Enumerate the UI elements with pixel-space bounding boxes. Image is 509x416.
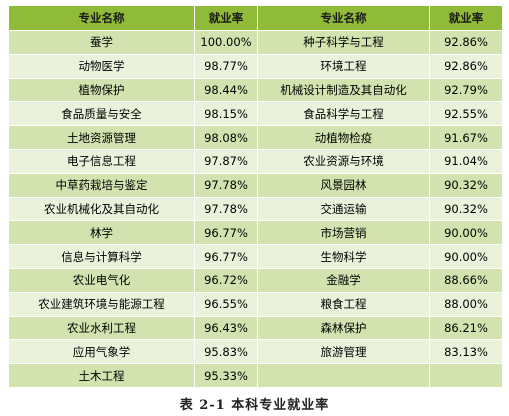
major-name-cell: 生物科学 (257, 244, 430, 269)
rate-cell: 91.67% (429, 125, 503, 150)
table-row: 农业水利工程 96.43% 森林保护 86.21% (8, 315, 503, 341)
rate-cell: 92.55% (429, 101, 503, 127)
rate-cell: 96.72% (194, 267, 258, 293)
employment-rate-table-container: 专业名称 就业率 专业名称 就业率 蚕学 100.00% 种子科学与工程 92.… (8, 5, 503, 388)
rate-cell: 96.77% (194, 220, 258, 246)
major-name-cell: 交通运输 (257, 196, 430, 222)
rate-cell: 90.32% (429, 172, 503, 198)
major-name-cell: 蚕学 (8, 30, 195, 55)
rate-cell: 92.79% (429, 77, 503, 103)
employment-rate-table: 专业名称 就业率 专业名称 就业率 蚕学 100.00% 种子科学与工程 92.… (8, 5, 503, 388)
major-name-cell: 种子科学与工程 (257, 30, 430, 55)
rate-cell: 90.00% (429, 220, 503, 246)
major-name-cell: 植物保护 (8, 77, 195, 103)
table-row: 土木工程 95.33% (8, 363, 503, 388)
major-name-cell: 农业电气化 (8, 267, 195, 293)
major-name-cell: 动物医学 (8, 53, 195, 79)
rate-cell: 96.55% (194, 291, 258, 317)
rate-cell: 95.33% (194, 363, 258, 388)
rate-cell: 98.44% (194, 77, 258, 103)
rate-cell: 96.43% (194, 315, 258, 341)
rate-cell: 86.21% (429, 315, 503, 341)
rate-cell: 88.66% (429, 267, 503, 293)
rate-cell: 97.78% (194, 172, 258, 198)
header-employment-rate-right: 就业率 (429, 5, 503, 31)
major-name-cell: 森林保护 (257, 315, 430, 341)
major-name-cell: 农业水利工程 (8, 315, 195, 341)
rate-cell: 90.00% (429, 244, 503, 269)
rate-cell: 92.86% (429, 30, 503, 55)
major-name-cell: 食品质量与安全 (8, 101, 195, 127)
major-name-cell: 旅游管理 (257, 339, 430, 365)
table-row: 农业建筑环境与能源工程 96.55% 粮食工程 88.00% (8, 291, 503, 317)
table-body: 蚕学 100.00% 种子科学与工程 92.86% 动物医学 98.77% 环境… (8, 30, 503, 388)
table-row: 蚕学 100.00% 种子科学与工程 92.86% (8, 30, 503, 55)
major-name-cell: 环境工程 (257, 53, 430, 79)
table-row: 信息与计算科学 96.77% 生物科学 90.00% (8, 244, 503, 269)
major-name-cell: 土地资源管理 (8, 125, 195, 150)
rate-cell: 88.00% (429, 291, 503, 317)
major-name-cell: 农业资源与环境 (257, 148, 430, 174)
major-name-cell: 农业机械化及其自动化 (8, 196, 195, 222)
table-row: 食品质量与安全 98.15% 食品科学与工程 92.55% (8, 101, 503, 127)
rate-cell: 98.15% (194, 101, 258, 127)
rate-cell: 83.13% (429, 339, 503, 365)
table-row: 农业机械化及其自动化 97.78% 交通运输 90.32% (8, 196, 503, 222)
major-name-cell: 机械设计制造及其自动化 (257, 77, 430, 103)
header-major-name-right: 专业名称 (257, 5, 430, 31)
table-row: 中草药栽培与鉴定 97.78% 风景园林 90.32% (8, 172, 503, 198)
table-row: 动物医学 98.77% 环境工程 92.86% (8, 53, 503, 79)
rate-cell: 98.08% (194, 125, 258, 150)
table-row: 电子信息工程 97.87% 农业资源与环境 91.04% (8, 148, 503, 174)
rate-cell: 92.86% (429, 53, 503, 79)
rate-cell: 90.32% (429, 196, 503, 222)
header-employment-rate-left: 就业率 (194, 5, 258, 31)
major-name-cell: 应用气象学 (8, 339, 195, 365)
rate-cell: 95.83% (194, 339, 258, 365)
major-name-cell: 土木工程 (8, 363, 195, 388)
major-name-cell: 农业建筑环境与能源工程 (8, 291, 195, 317)
major-name-cell: 中草药栽培与鉴定 (8, 172, 195, 198)
rate-cell: 100.00% (194, 30, 258, 55)
table-header-row: 专业名称 就业率 专业名称 就业率 (8, 5, 503, 31)
major-name-cell (257, 363, 430, 388)
major-name-cell: 信息与计算科学 (8, 244, 195, 269)
table-row: 应用气象学 95.83% 旅游管理 83.13% (8, 339, 503, 365)
major-name-cell: 粮食工程 (257, 291, 430, 317)
table-row: 农业电气化 96.72% 金融学 88.66% (8, 267, 503, 293)
major-name-cell: 林学 (8, 220, 195, 246)
rate-cell: 91.04% (429, 148, 503, 174)
table-caption: 表 2-1 本科专业就业率 (179, 398, 330, 413)
major-name-cell: 动植物检疫 (257, 125, 430, 150)
rate-cell (429, 363, 503, 388)
table-row: 土地资源管理 98.08% 动植物检疫 91.67% (8, 125, 503, 150)
table-row: 植物保护 98.44% 机械设计制造及其自动化 92.79% (8, 77, 503, 103)
major-name-cell: 电子信息工程 (8, 148, 195, 174)
header-major-name-left: 专业名称 (8, 5, 195, 31)
rate-cell: 98.77% (194, 53, 258, 79)
major-name-cell: 市场营销 (257, 220, 430, 246)
rate-cell: 97.87% (194, 148, 258, 174)
rate-cell: 97.78% (194, 196, 258, 222)
major-name-cell: 风景园林 (257, 172, 430, 198)
major-name-cell: 食品科学与工程 (257, 101, 430, 127)
major-name-cell: 金融学 (257, 267, 430, 293)
rate-cell: 96.77% (194, 244, 258, 269)
table-row: 林学 96.77% 市场营销 90.00% (8, 220, 503, 246)
